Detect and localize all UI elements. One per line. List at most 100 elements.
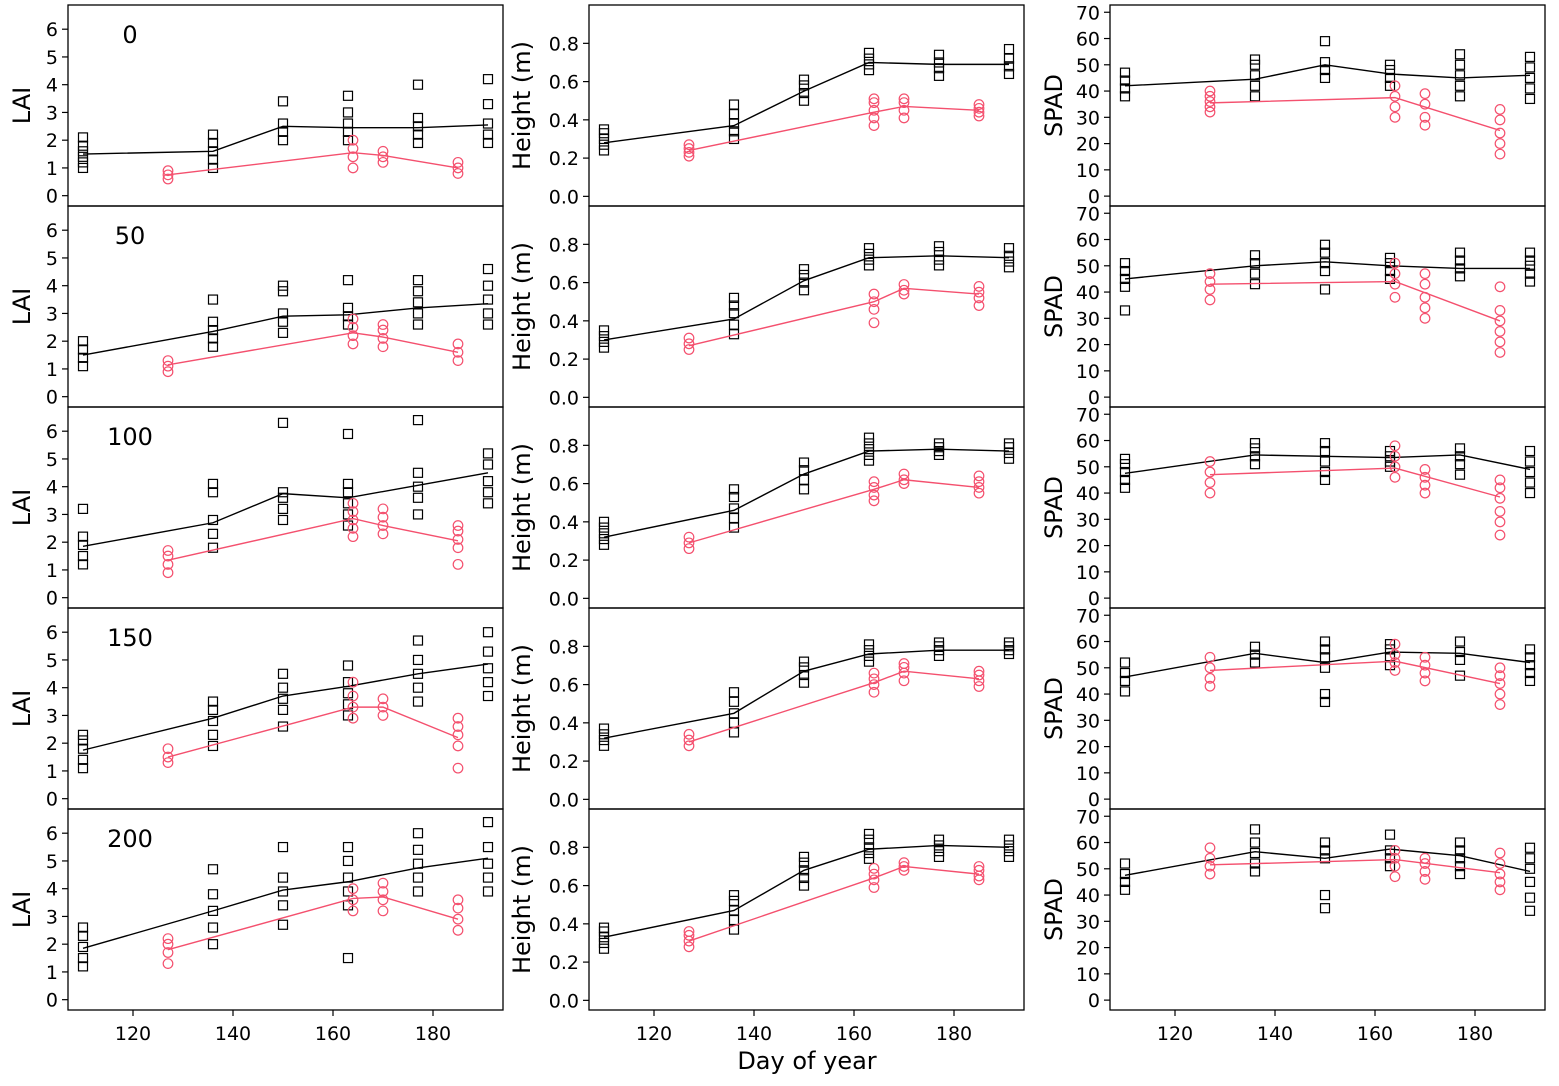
series-a-point: [412, 121, 424, 132]
series-a-point: [77, 735, 89, 746]
series-a-point: [1384, 456, 1396, 467]
series-b-line: [167, 896, 459, 951]
series-b-point: [377, 324, 389, 336]
y-axis-label: LAI: [8, 87, 36, 124]
series-a-point: [798, 269, 810, 281]
series-a-point: [1119, 474, 1131, 486]
series-b-point: [377, 520, 389, 531]
series-b-point: [452, 913, 464, 925]
series-b-point: [162, 173, 174, 185]
y-tick-label: 0: [46, 789, 58, 811]
series-a-point: [412, 682, 424, 693]
series-a-point: [863, 254, 875, 265]
series-a-point: [728, 292, 740, 303]
y-tick-label: 20: [1076, 536, 1100, 558]
series-a-point: [798, 80, 810, 91]
series-a-point: [1119, 83, 1131, 94]
series-a-point: [798, 87, 810, 99]
y-tick-label: 30: [1076, 308, 1100, 330]
series-a-point: [863, 449, 875, 461]
series-a-point: [207, 162, 219, 174]
series-a-point: [863, 59, 875, 70]
series-a-point: [207, 316, 219, 327]
series-a-point: [482, 841, 494, 853]
series-a-point: [77, 743, 89, 754]
series-a-point: [1319, 438, 1331, 449]
series-b-point: [347, 676, 359, 688]
series-b-point: [683, 344, 695, 355]
series-a-point: [933, 57, 945, 68]
series-a-point: [598, 729, 610, 740]
series-b-point: [1389, 278, 1401, 290]
series-a-point: [1524, 876, 1536, 888]
series-a-point: [1319, 853, 1331, 864]
series-a-point: [1454, 80, 1466, 91]
series-b-point: [1494, 138, 1506, 149]
series-a-point: [77, 132, 89, 143]
series-b-point: [683, 332, 695, 344]
series-a-point: [1319, 903, 1331, 914]
series-a-point: [277, 514, 289, 526]
series-b-point: [683, 734, 695, 746]
series-a-point: [412, 129, 424, 140]
series-a-point: [1454, 255, 1466, 266]
series-a-point: [1249, 268, 1261, 279]
series-b-point: [1204, 284, 1216, 295]
series-b-point: [347, 905, 359, 917]
y-tick-label: 20: [1076, 737, 1100, 759]
series-a-point: [1249, 438, 1261, 449]
series-b-point: [1419, 471, 1431, 483]
series-a-point: [863, 847, 875, 859]
series-b-point: [973, 482, 985, 493]
series-b-point: [1204, 106, 1216, 118]
series-a-point: [1119, 868, 1131, 880]
series-b-point: [683, 150, 695, 162]
series-a-point: [1319, 57, 1331, 68]
series-a-point: [207, 333, 219, 344]
series-b-point: [1494, 670, 1506, 682]
series-a-point: [342, 677, 354, 688]
series-a-point: [207, 514, 219, 526]
series-b-point: [868, 874, 880, 886]
series-b-point: [162, 360, 174, 372]
series-a-line: [603, 255, 1010, 341]
series-a-point: [277, 280, 289, 291]
series-b-point: [1204, 651, 1216, 663]
series-b-point: [347, 143, 359, 154]
series-a-point: [1119, 667, 1131, 679]
panel-label: 100: [107, 423, 153, 451]
series-a-point: [1454, 861, 1466, 872]
y-tick-label: 30: [1076, 911, 1100, 933]
series-a-point: [1319, 445, 1331, 457]
series-a-point: [482, 858, 494, 869]
series-a-point: [728, 109, 740, 120]
series-a-point: [482, 280, 494, 291]
series-b-point: [1204, 294, 1216, 306]
series-a-point: [1319, 284, 1331, 295]
series-a-point: [482, 646, 494, 657]
series-a-point: [482, 263, 494, 275]
series-b-point: [162, 567, 174, 579]
y-axis-label: Height (m): [508, 845, 536, 974]
series-a-point: [798, 474, 810, 485]
series-a-point: [77, 763, 89, 774]
series-a-point: [798, 669, 810, 681]
series-b-point: [1389, 268, 1401, 280]
series-a-point: [1119, 265, 1131, 277]
series-a-point: [482, 319, 494, 330]
series-a-point: [412, 137, 424, 149]
series-a-point: [728, 133, 740, 145]
series-a-point: [1524, 62, 1536, 73]
series-a-point: [277, 682, 289, 693]
series-b-point: [1419, 852, 1431, 864]
panel-frame: [588, 205, 1025, 408]
series-b-point: [347, 522, 359, 534]
series-a-point: [412, 319, 424, 330]
series-a-point: [412, 668, 424, 679]
series-a-point: [342, 660, 354, 671]
series-b-point: [1204, 90, 1216, 102]
series-b-point: [377, 511, 389, 523]
series-a-point: [412, 297, 424, 308]
series-b-point: [973, 675, 985, 687]
series-b-point: [1494, 847, 1506, 859]
